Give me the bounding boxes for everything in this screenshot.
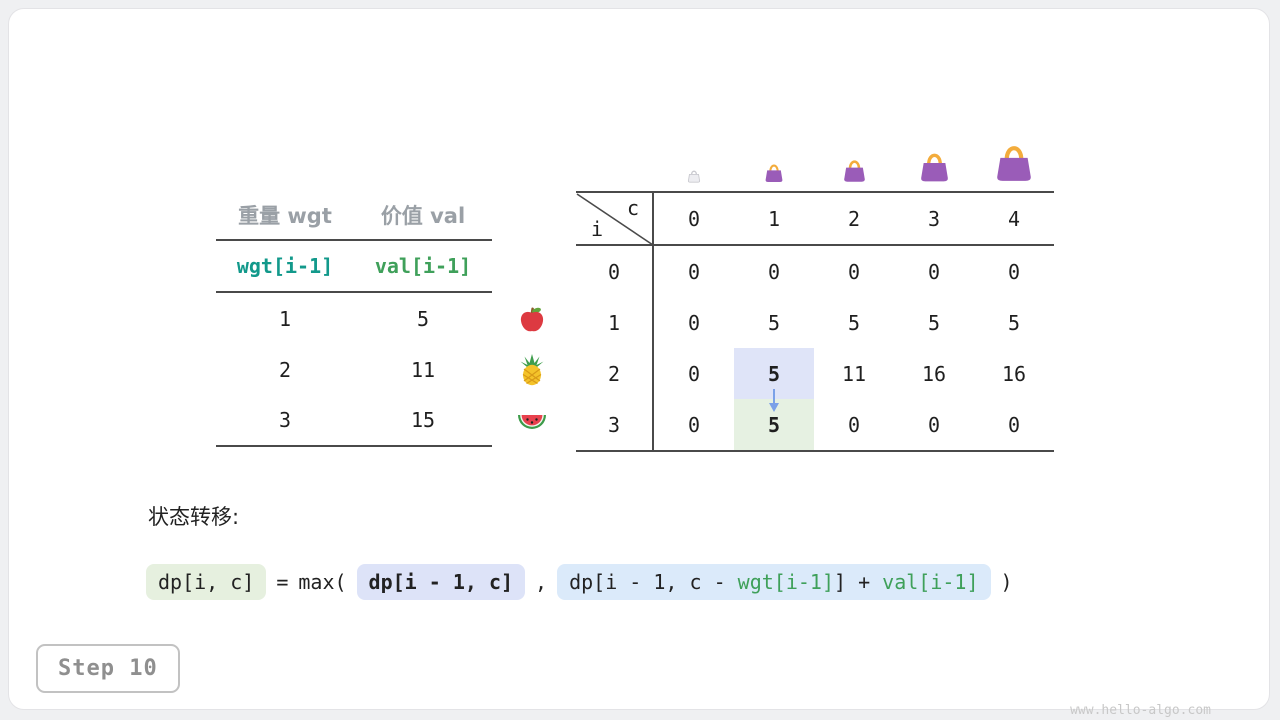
formula-arg2-wgt: wgt[i-1] <box>737 570 834 594</box>
dp-row-label: 3 <box>576 399 654 450</box>
pineapple-icon <box>520 354 544 386</box>
formula-lhs-chip: dp[i, c] <box>146 564 267 600</box>
items-var-wgt: wgt[i-1] <box>216 241 354 293</box>
dp-row-label: 0 <box>576 246 654 297</box>
corner-diagonal-line <box>576 193 654 246</box>
items-var-val: val[i-1] <box>354 241 492 293</box>
formula-arg2-val: val[i-1] <box>882 570 979 594</box>
items-col-header-value: 价值 val <box>354 191 492 241</box>
dp-table: c i 0 1 2 3 4 0 0 0 0 0 0 1 0 5 5 5 5 2 … <box>576 191 1054 452</box>
formula-arg1-chip: dp[i - 1, c] <box>356 564 526 600</box>
dp-row-label: 1 <box>576 297 654 348</box>
item-weight: 3 <box>216 395 354 447</box>
dp-col-header: 1 <box>734 193 814 246</box>
bag-capacity-0-icon <box>687 170 701 183</box>
state-transition-label: 状态转移: <box>148 505 240 529</box>
figure-card: 重量 wgt 价值 val wgt[i-1] val[i-1] 1 5 2 11… <box>8 8 1270 718</box>
formula-max-open: max( <box>298 570 347 594</box>
dp-col-header: 4 <box>974 193 1054 246</box>
dp-cell: 0 <box>687 361 701 386</box>
dp-col-header: 0 <box>654 193 734 246</box>
dp-row-var: i <box>591 217 604 241</box>
formula-close-paren: ) <box>1000 570 1013 594</box>
item-weight: 1 <box>278 306 292 331</box>
dp-cell: 5 <box>1007 310 1021 335</box>
dp-cell: 0 <box>927 259 941 284</box>
step-badge: Step 10 <box>36 644 180 693</box>
dp-cell: 0 <box>927 412 941 437</box>
transition-arrow-icon <box>769 389 779 412</box>
dp-cell: 0 <box>687 259 701 284</box>
dp-cell: 5 <box>767 310 781 335</box>
formula-arg2-chip: dp[i - 1, c - wgt[i-1]] + val[i-1] <box>557 564 991 600</box>
watermark: www.hello-algo.com <box>1070 703 1211 718</box>
formula-equals: = <box>276 570 289 594</box>
item-value: 5 <box>416 306 430 331</box>
dp-cell: 5 <box>927 310 941 335</box>
dp-cell: 0 <box>847 259 861 284</box>
item-weight: 2 <box>278 357 292 382</box>
dp-cell: 11 <box>841 361 867 386</box>
dp-cell: 0 <box>847 412 861 437</box>
dp-cell: 0 <box>1007 259 1021 284</box>
dp-cell: 16 <box>921 361 947 386</box>
dp-cell-target-highlight: 5 <box>734 399 814 450</box>
dp-cell: 5 <box>847 310 861 335</box>
formula-arg2-mid: ] + <box>834 570 883 594</box>
formula-comma: , <box>535 570 548 594</box>
dp-row-label: 2 <box>576 348 654 399</box>
transition-formula: dp[i, c] = max( dp[i - 1, c] , dp[i - 1,… <box>146 560 1013 604</box>
item-value: 15 <box>354 395 492 447</box>
bag-capacity-4-icon <box>997 146 1031 181</box>
dp-cell: 16 <box>1001 361 1027 386</box>
item-value: 11 <box>410 357 436 382</box>
dp-col-header: 3 <box>894 193 974 246</box>
watermelon-icon <box>518 415 546 429</box>
bag-capacity-3-icon <box>921 153 948 182</box>
dp-cell: 0 <box>1007 412 1021 437</box>
items-col-header-weight: 重量 wgt <box>216 191 354 241</box>
bag-capacity-2-icon <box>844 160 865 182</box>
apple-icon <box>520 307 544 332</box>
dp-col-header: 2 <box>814 193 894 246</box>
bag-capacity-1-icon <box>765 164 783 182</box>
dp-cell: 0 <box>687 412 701 437</box>
items-table: 重量 wgt 价值 val wgt[i-1] val[i-1] 1 5 2 11… <box>216 191 492 447</box>
dp-cell: 0 <box>687 310 701 335</box>
formula-arg2-prefix: dp[i - 1, c - <box>569 570 738 594</box>
dp-cell: 0 <box>767 259 781 284</box>
dp-corner-cell: c i <box>576 193 654 246</box>
dp-col-var: c <box>626 196 639 220</box>
